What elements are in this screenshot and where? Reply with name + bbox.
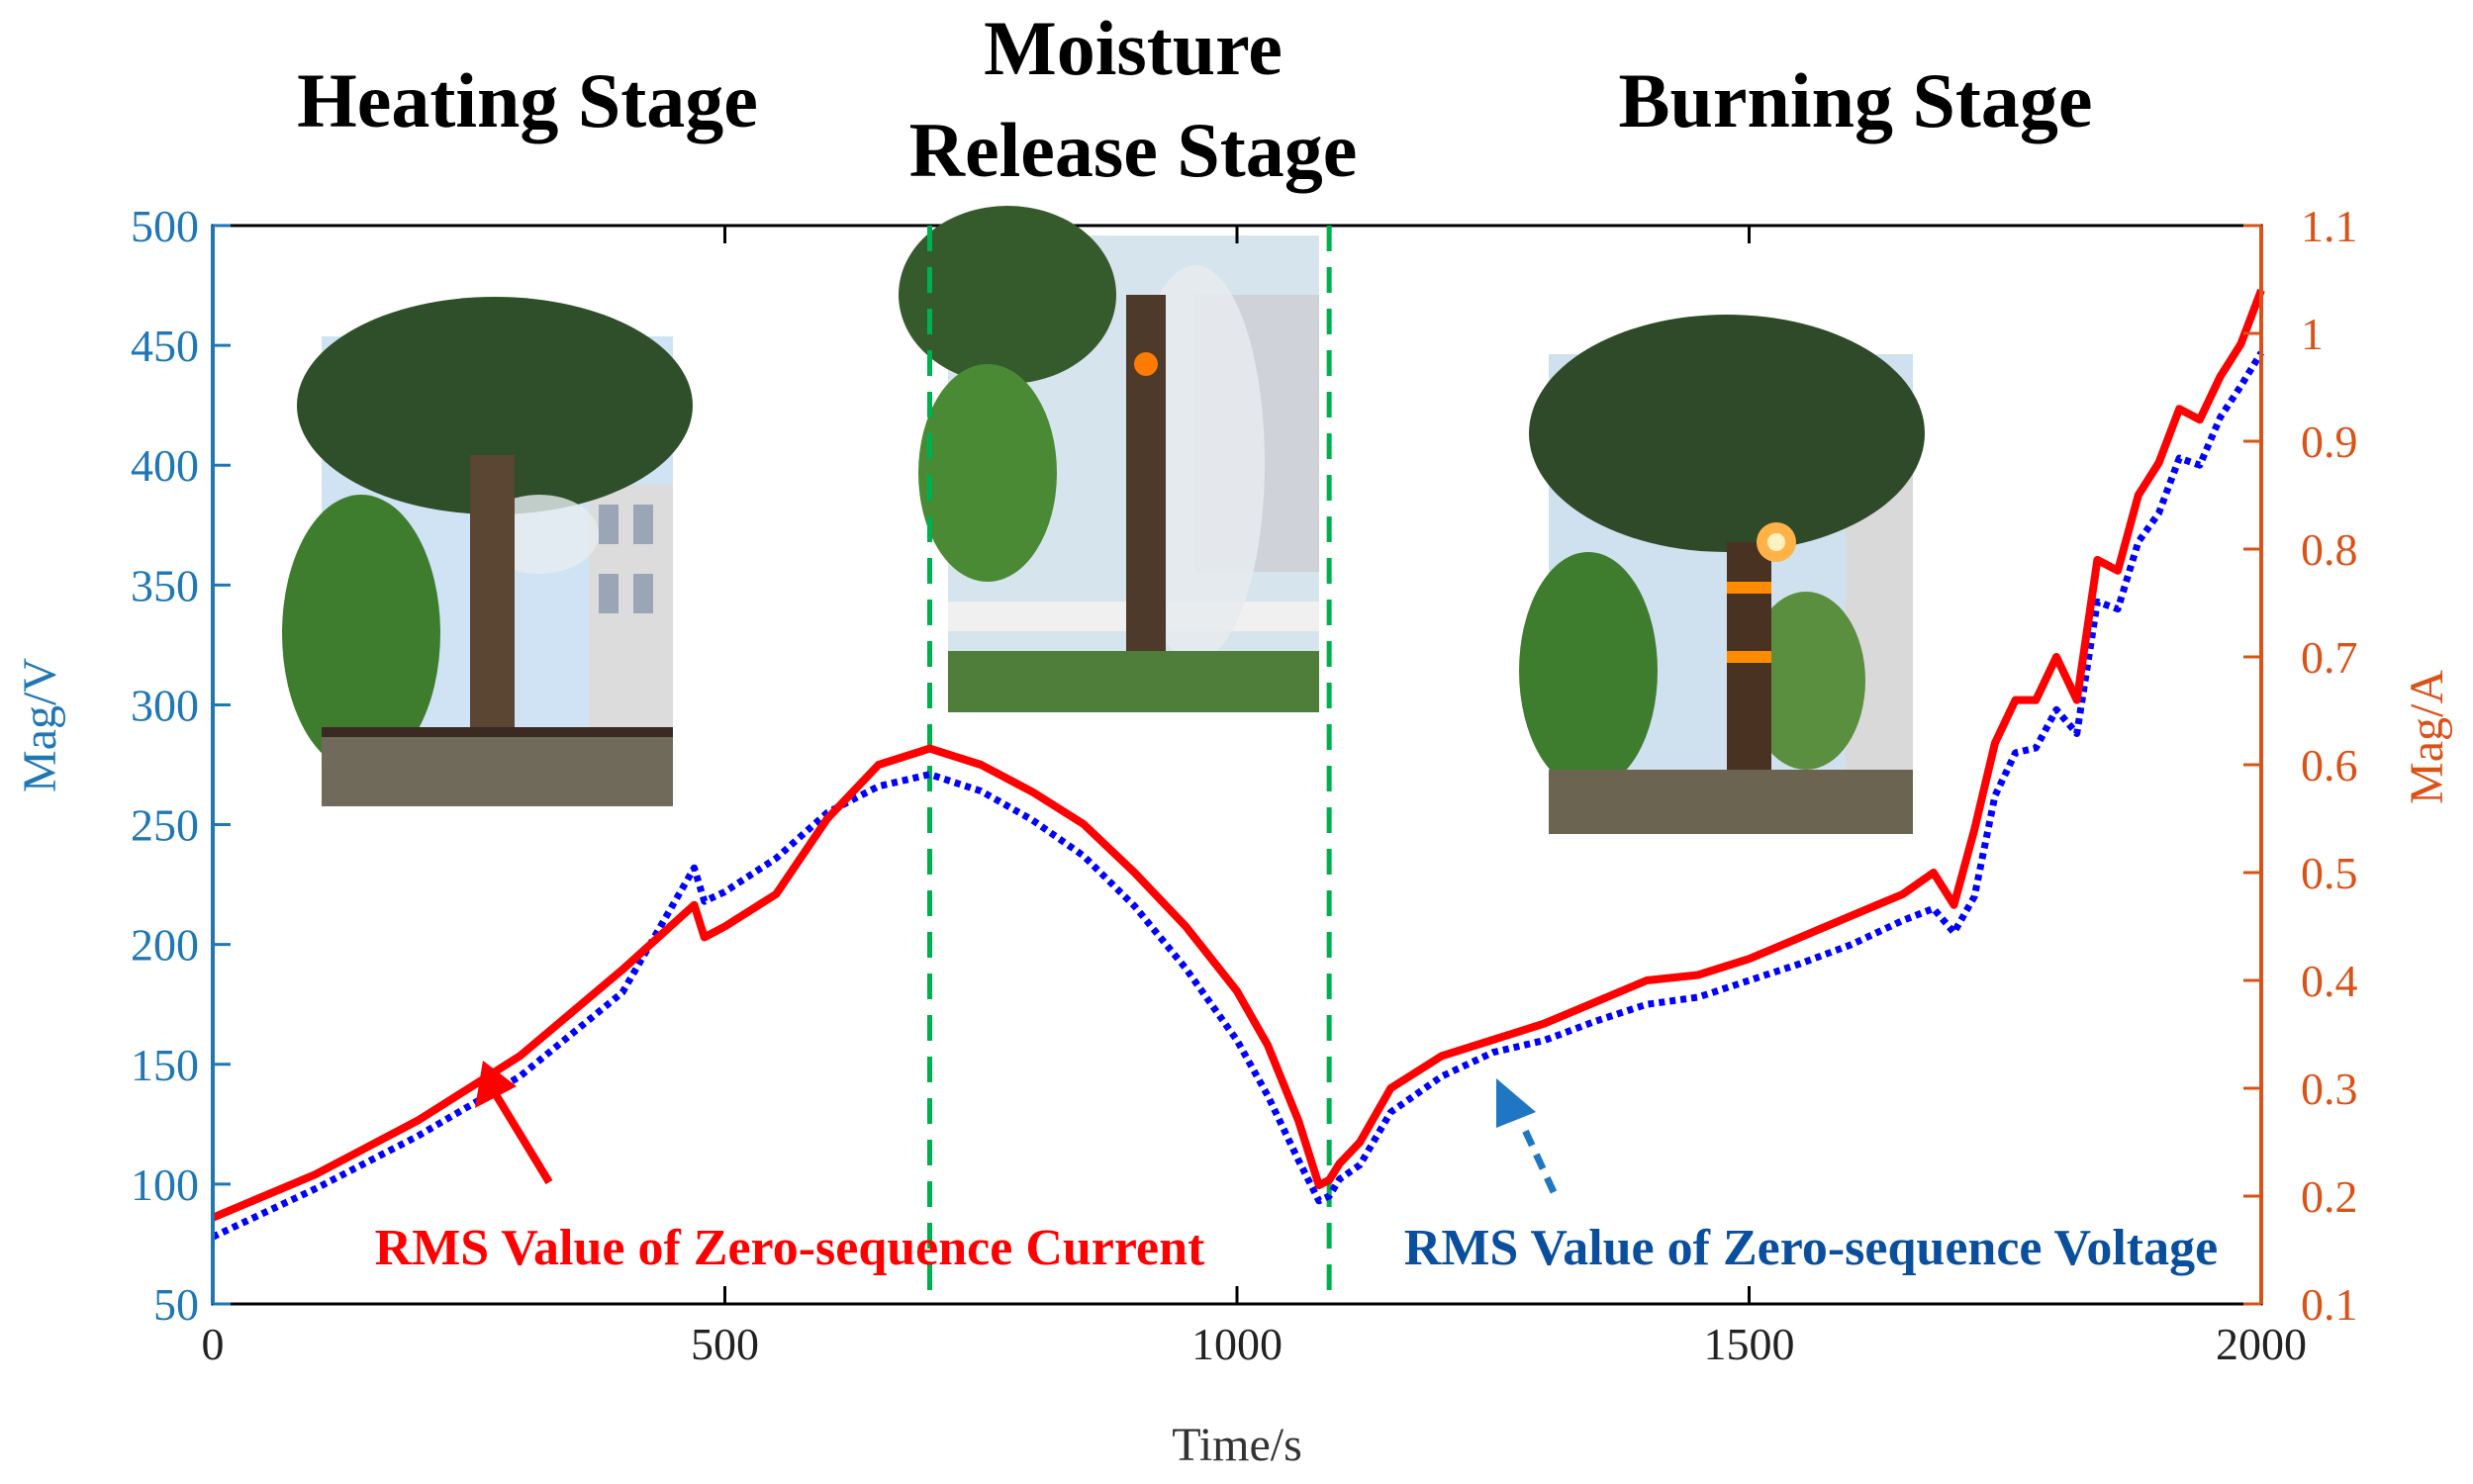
stage-dividers (927, 226, 1332, 1304)
right-y-tick-label: 0.1 (2301, 1279, 2358, 1330)
moisture-stage-title-line2: Release Stage (909, 107, 1358, 193)
left-y-axis-label: Mag/V (14, 658, 66, 792)
current-annotation-arrow (475, 1061, 553, 1185)
current-annotation-label: RMS Value of Zero-sequence Current (375, 1220, 1205, 1276)
right-y-tick-label: 0.9 (2301, 417, 2358, 467)
x-tick-label: 1000 (1191, 1319, 1283, 1369)
left-y-axis: 50 100 150 200 250 300 350 400 450 500 (131, 201, 231, 1330)
right-y-tick-label: 0.4 (2301, 956, 2358, 1006)
heating-stage-photo (282, 297, 693, 806)
burning-stage-title: Burning Stage (1619, 57, 2093, 143)
right-y-tick-label: 0.2 (2301, 1171, 2358, 1222)
right-y-tick-label: 0.7 (2301, 632, 2358, 683)
left-y-tick-label: 400 (131, 440, 199, 491)
right-y-axis-label: Mag/A (2401, 670, 2453, 804)
right-y-tick-label: 0.6 (2301, 740, 2358, 790)
left-y-tick-label: 200 (131, 920, 199, 971)
voltage-series-line (211, 350, 2264, 1241)
right-y-tick-label: 1 (2301, 309, 2324, 359)
voltage-annotation-arrow (1496, 1078, 1558, 1194)
left-y-tick-label: 450 (131, 321, 199, 371)
x-tick-label: 500 (691, 1319, 759, 1369)
x-tick-label: 2000 (2216, 1319, 2307, 1369)
left-y-tick-label: 150 (131, 1040, 199, 1090)
heating-stage-title: Heating Stage (297, 57, 758, 143)
x-axis-label: Time/s (1172, 1419, 1302, 1471)
burning-stage-photo (1519, 315, 1925, 834)
x-tick-label: 0 (202, 1319, 225, 1369)
right-y-tick-label: 0.8 (2301, 524, 2358, 575)
series-layer (211, 288, 2265, 1241)
moisture-stage-title-line1: Moisture (984, 5, 1283, 91)
right-y-tick-label: 0.3 (2301, 1064, 2358, 1114)
voltage-annotation-label: RMS Value of Zero-sequence Voltage (1404, 1220, 2218, 1276)
left-y-tick-label: 250 (131, 800, 199, 851)
right-y-tick-label: 0.5 (2301, 848, 2358, 898)
left-y-tick-label: 350 (131, 560, 199, 610)
x-tick-label: 1500 (1704, 1319, 1795, 1369)
x-axis: 0 500 1000 1500 2000 (202, 226, 2307, 1369)
right-y-axis: 0.1 0.2 0.3 0.4 0.5 0.6 0.7 0.8 0.9 1 1.1 (2243, 201, 2358, 1330)
left-y-tick-label: 100 (131, 1159, 199, 1210)
right-y-tick-label: 1.1 (2301, 201, 2358, 251)
left-y-tick-label: 300 (131, 680, 199, 730)
moisture-release-stage-photo (899, 206, 1319, 712)
left-y-tick-label: 50 (153, 1279, 199, 1330)
left-y-tick-label: 500 (131, 201, 199, 251)
current-series-line (211, 288, 2265, 1222)
